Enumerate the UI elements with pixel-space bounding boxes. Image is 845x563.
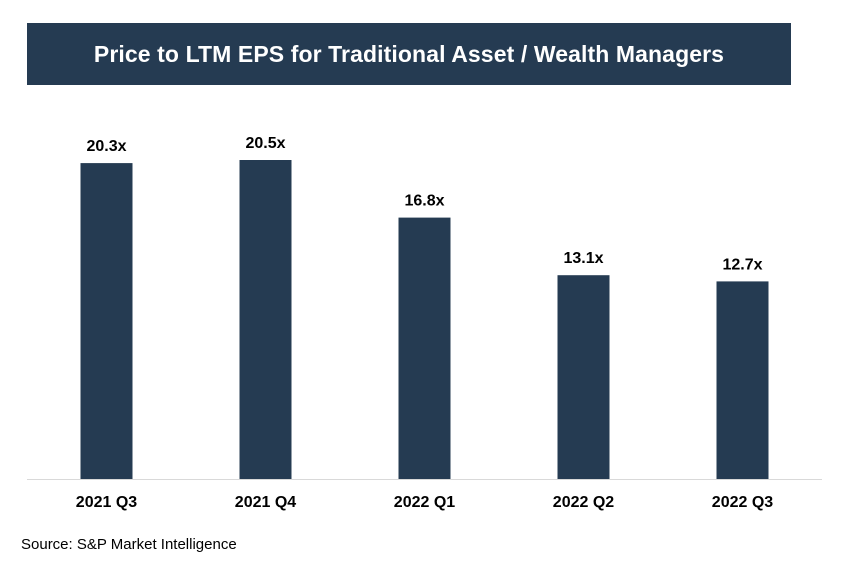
x-tick-label: 2022 Q2 (553, 494, 614, 511)
bar-2021-q3 (80, 163, 133, 479)
chart-title-banner: Price to LTM EPS for Traditional Asset /… (27, 23, 791, 85)
x-tick-label: 2022 Q3 (712, 494, 773, 511)
bar-2022-q3 (716, 281, 769, 479)
data-label: 13.1x (563, 250, 603, 267)
bar-2022-q2 (557, 275, 610, 479)
data-label: 20.5x (245, 135, 285, 152)
x-tick-label: 2021 Q4 (235, 494, 296, 511)
bar-2022-q1 (398, 217, 451, 479)
bar-2021-q4 (239, 160, 292, 479)
source-note: Source: S&P Market Intelligence (21, 536, 237, 553)
x-tick-label: 2021 Q3 (76, 494, 137, 511)
data-label: 12.7x (722, 256, 762, 273)
chart-title: Price to LTM EPS for Traditional Asset /… (93, 40, 725, 67)
data-label: 16.8x (404, 193, 444, 210)
data-label: 20.3x (86, 138, 126, 155)
x-tick-label: 2022 Q1 (394, 494, 455, 511)
